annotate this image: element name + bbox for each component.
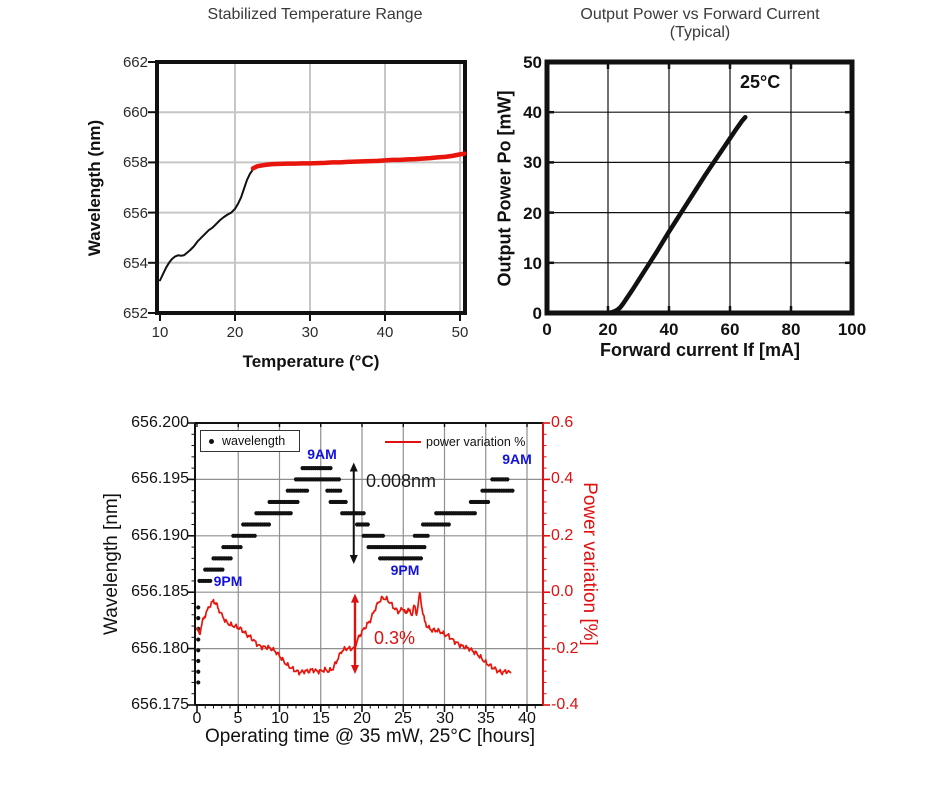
chart2-ytick: 10 — [523, 254, 542, 273]
chart1-ytick: 662 — [122, 54, 148, 71]
chart3-left-ytick: 656.180 — [131, 640, 189, 657]
chart3-xtick: 5 — [233, 710, 243, 727]
chart2-xtick: 60 — [720, 320, 740, 339]
chart2-ytick: 20 — [523, 204, 542, 223]
chart2-x-axis-label: Forward current If [mA] — [599, 340, 800, 360]
legend-power-label: power variation % — [426, 435, 526, 449]
chart3-annotation-9am-2: 9AM — [502, 451, 532, 467]
chart3-left-ytick: 656.175 — [131, 696, 189, 713]
chart1-xtick: 50 — [451, 324, 469, 341]
chart1-xtick: 40 — [376, 324, 394, 341]
chart3-xtick: 15 — [312, 710, 330, 727]
chart2-xtick: 0 — [542, 320, 552, 339]
chart3-right-ytick: 0.2 — [551, 527, 574, 544]
legend-wavelength-label: wavelength — [222, 434, 286, 448]
chart3-xtick: 20 — [353, 710, 371, 727]
chart3-xtick: 0 — [192, 710, 202, 727]
chart1-ytick: 658 — [122, 154, 148, 171]
chart1-ytick: 656 — [122, 205, 148, 222]
chart3-xtick: 40 — [518, 710, 536, 727]
chart2-subtitle: (Typical) — [669, 24, 731, 41]
chart2-xtick: 40 — [659, 320, 679, 339]
wavelength-dot-marker-icon — [209, 438, 214, 444]
chart3-annotation-9pm-2: 9PM — [390, 562, 420, 578]
chart3-left-ytick: 656.195 — [131, 470, 189, 487]
chart3-xtick: 30 — [436, 710, 454, 727]
chart2-plot — [544, 59, 855, 316]
chart3-plot — [188, 422, 550, 712]
chart1-xtick: 20 — [226, 324, 244, 341]
chart3-annotation-delta-nm: 0.008nm — [366, 471, 437, 491]
chart1-title: Stabilized Temperature Range — [207, 6, 423, 23]
chart1-plot — [148, 60, 467, 321]
chart1-xtick: 30 — [301, 324, 319, 341]
chart2-y-axis-label: Output Power Po [mW] — [494, 90, 515, 287]
chart2-ytick: 50 — [523, 53, 542, 72]
chart3-xtick: 25 — [394, 710, 412, 727]
chart3-right-ytick: -0.4 — [551, 696, 579, 713]
chart2-ytick: 40 — [523, 103, 542, 122]
chart3-right-ytick: 0.4 — [551, 470, 574, 487]
chart2-ytick: 0 — [532, 304, 542, 323]
chart2-xtick: 20 — [598, 320, 618, 339]
power-line-marker-icon — [385, 441, 421, 443]
chart3-xtick: 35 — [477, 710, 495, 727]
chart3-right-ytick: 0.6 — [551, 414, 574, 431]
chart3-annotation-9am-1: 9AM — [307, 446, 337, 462]
chart2-title-block: Output Power vs Forward Current (Typical… — [490, 6, 910, 42]
chart3-left-axis-label: Wavelength [nm] — [101, 493, 122, 635]
chart3-right-axis-label: Power variation [%] — [579, 482, 600, 646]
chart2-xtick: 100 — [837, 320, 867, 339]
chart1-ytick: 654 — [122, 255, 148, 272]
chart3-xtick: 10 — [271, 710, 289, 727]
chart3-left-ytick: 656.185 — [131, 583, 189, 600]
chart1-y-axis-label: Wavelength (nm) — [85, 119, 104, 257]
chart3-left-ytick: 656.190 — [131, 527, 189, 544]
chart3-annotation-9pm-1: 9PM — [213, 573, 243, 589]
chart2-temperature-annotation: 25°C — [740, 72, 781, 92]
chart3-legend-wavelength: wavelength — [200, 430, 300, 452]
chart3-annotation-percent: 0.3% — [374, 628, 416, 648]
chart3-left-ytick: 656.200 — [131, 414, 189, 431]
chart1-xtick: 10 — [151, 324, 169, 341]
chart2-xtick: 80 — [781, 320, 801, 339]
chart2-title: Output Power vs Forward Current — [580, 6, 820, 23]
chart1-ytick: 660 — [122, 104, 148, 121]
chart1-ytick: 652 — [122, 305, 148, 322]
chart3-right-ytick: 0.0 — [551, 583, 574, 600]
chart3-x-axis-label: Operating time @ 35 mW, 25°C [hours] — [205, 726, 535, 747]
chart2-ytick: 30 — [523, 153, 542, 172]
chart1-x-axis-label: Temperature (°C) — [242, 352, 380, 371]
chart3-right-ytick: -0.2 — [551, 640, 579, 657]
chart3-legend-power: power variation % — [385, 435, 525, 449]
